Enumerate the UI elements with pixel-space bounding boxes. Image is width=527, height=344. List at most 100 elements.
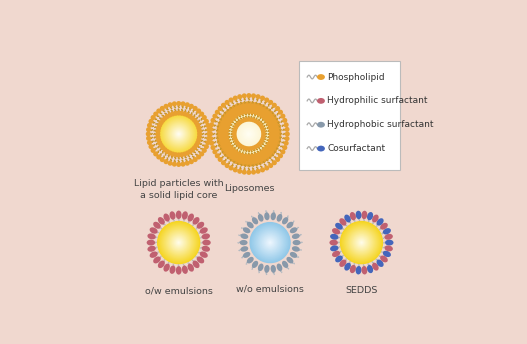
Circle shape (217, 123, 221, 128)
Circle shape (225, 111, 228, 115)
Circle shape (239, 124, 259, 144)
Circle shape (225, 100, 230, 105)
Circle shape (275, 146, 278, 150)
Circle shape (264, 165, 269, 171)
Circle shape (193, 106, 198, 111)
Circle shape (172, 236, 186, 249)
Circle shape (208, 136, 213, 141)
Circle shape (347, 228, 376, 257)
Ellipse shape (330, 234, 338, 240)
Circle shape (261, 115, 266, 119)
Circle shape (266, 144, 269, 148)
Ellipse shape (192, 217, 200, 225)
Circle shape (228, 153, 232, 158)
Circle shape (274, 133, 277, 137)
Circle shape (196, 126, 201, 131)
Circle shape (242, 118, 247, 122)
Circle shape (250, 109, 255, 114)
Circle shape (177, 241, 181, 245)
Circle shape (242, 106, 247, 110)
Circle shape (149, 119, 153, 124)
Circle shape (220, 141, 225, 147)
Circle shape (228, 113, 270, 155)
Circle shape (204, 144, 209, 149)
Circle shape (246, 131, 252, 137)
Circle shape (231, 116, 267, 152)
Circle shape (218, 121, 222, 125)
Circle shape (221, 118, 226, 123)
Ellipse shape (362, 211, 367, 219)
Circle shape (341, 223, 382, 262)
Circle shape (168, 102, 173, 107)
Ellipse shape (376, 260, 384, 267)
Circle shape (254, 107, 258, 110)
Circle shape (231, 153, 235, 157)
Circle shape (273, 141, 278, 147)
Circle shape (249, 154, 252, 158)
Circle shape (270, 149, 274, 153)
Circle shape (248, 132, 250, 136)
Circle shape (231, 148, 235, 152)
Circle shape (181, 162, 186, 166)
Circle shape (229, 109, 233, 114)
Circle shape (234, 119, 264, 149)
Circle shape (253, 110, 258, 115)
Circle shape (257, 161, 261, 165)
Circle shape (173, 111, 178, 116)
Circle shape (251, 110, 255, 114)
Circle shape (229, 97, 233, 103)
Circle shape (195, 140, 200, 145)
Circle shape (345, 226, 377, 259)
Circle shape (243, 128, 255, 140)
Circle shape (222, 107, 276, 161)
Circle shape (247, 93, 251, 98)
Ellipse shape (148, 246, 156, 252)
Circle shape (278, 153, 283, 158)
Ellipse shape (335, 256, 343, 262)
Circle shape (238, 157, 242, 161)
Circle shape (240, 110, 244, 115)
Circle shape (251, 162, 256, 166)
Circle shape (225, 131, 229, 135)
Circle shape (274, 121, 278, 126)
Circle shape (238, 123, 260, 145)
Circle shape (230, 116, 267, 152)
Circle shape (245, 130, 253, 138)
Circle shape (271, 121, 275, 125)
Circle shape (194, 120, 199, 125)
Circle shape (258, 230, 282, 255)
Text: Hydrophilic surfactant: Hydrophilic surfactant (327, 96, 427, 105)
Circle shape (161, 116, 196, 152)
Text: Lipid particles with
a solid lipid core: Lipid particles with a solid lipid core (134, 179, 223, 200)
Ellipse shape (330, 245, 338, 251)
Circle shape (275, 131, 280, 137)
Circle shape (348, 229, 375, 256)
Circle shape (255, 104, 258, 108)
Circle shape (242, 93, 247, 98)
Ellipse shape (344, 263, 351, 271)
Circle shape (220, 130, 225, 134)
Ellipse shape (252, 261, 258, 268)
Circle shape (202, 115, 207, 120)
Circle shape (258, 156, 262, 160)
Circle shape (178, 133, 180, 135)
Circle shape (264, 150, 268, 153)
Circle shape (273, 127, 277, 131)
Circle shape (185, 112, 190, 117)
Ellipse shape (170, 211, 175, 220)
Ellipse shape (290, 252, 297, 258)
Circle shape (232, 159, 236, 163)
Circle shape (352, 233, 372, 252)
Circle shape (274, 130, 277, 134)
Circle shape (220, 121, 225, 125)
Circle shape (199, 111, 204, 117)
Circle shape (266, 154, 270, 158)
Ellipse shape (252, 217, 258, 224)
Circle shape (231, 151, 236, 155)
Circle shape (165, 114, 170, 119)
Circle shape (261, 234, 279, 251)
Circle shape (228, 110, 232, 115)
Circle shape (230, 155, 234, 159)
Ellipse shape (277, 264, 282, 271)
Circle shape (161, 225, 196, 260)
